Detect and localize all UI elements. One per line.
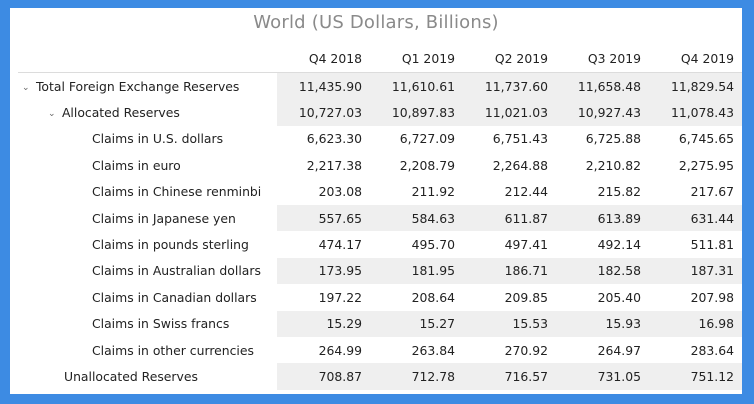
table-cell: 187.31 [648, 257, 742, 285]
table-cell: 495.70 [411, 237, 455, 253]
column-header: Q1 2019 [369, 44, 463, 73]
table-cell: 203.08 [318, 184, 362, 200]
table-cell: 11,435.90 [276, 72, 370, 100]
table-title: World (US Dollars, Billions) [253, 12, 499, 33]
table-cell: 181.95 [369, 257, 463, 285]
row-label: Claims in pounds sterling [92, 237, 249, 253]
table-row[interactable]: ⌄ Total Foreign Exchange Reserves 11,435… [18, 72, 742, 100]
table-row: Claims in pounds sterling 474.17 495.70 … [18, 231, 742, 257]
table-cell: 208.64 [411, 289, 455, 305]
column-header: Q3 2019 [555, 44, 649, 73]
table-row: Claims in Swiss francs 15.29 15.27 15.53… [18, 310, 742, 337]
row-label-text: Total Foreign Exchange Reserves [35, 78, 240, 94]
table-cell: 613.89 [555, 204, 649, 232]
table-cell: 15.27 [369, 310, 463, 337]
column-header: Q4 2018 [276, 44, 370, 73]
table-cell: 10,927.43 [555, 99, 649, 126]
table-panel: World (US Dollars, Billions) Q4 2018 Q1 … [10, 8, 742, 394]
table-cell: 209.85 [504, 289, 548, 305]
column-header: Q2 2019 [462, 44, 556, 73]
table-cell: 182.58 [555, 257, 649, 285]
table-cell: 15.53 [462, 310, 556, 337]
table-cell: 215.82 [597, 184, 641, 200]
chevron-down-icon[interactable]: ⌄ [48, 109, 56, 120]
row-label: Claims in Swiss francs [92, 316, 230, 332]
row-label: Claims in Chinese renminbi [92, 184, 262, 200]
table-row: Claims in Australian dollars 173.95 181.… [18, 257, 742, 285]
table-row: Claims in Canadian dollars 197.22 208.64… [18, 284, 742, 310]
table-cell: 6,727.09 [399, 131, 455, 147]
table-cell: 11,610.61 [369, 72, 463, 100]
table-cell: 264.99 [318, 342, 362, 358]
row-label: Claims in Canadian dollars [92, 289, 257, 305]
table-cell: 708.87 [276, 363, 370, 390]
table-cell: 2,210.82 [585, 157, 641, 173]
table-row: Unallocated Reserves 708.87 712.78 716.5… [18, 363, 742, 390]
table-cell: 197.22 [318, 289, 362, 305]
table-cell: 2,264.88 [492, 157, 548, 173]
table-cell: 731.05 [555, 363, 649, 390]
table-cell: 11,829.54 [648, 72, 742, 100]
table-cell: 6,745.65 [678, 131, 734, 147]
table-cell: 263.84 [411, 342, 455, 358]
column-header: Q4 2019 [648, 44, 742, 73]
table-cell: 186.71 [462, 257, 556, 285]
header-row: Q4 2018 Q1 2019 Q2 2019 Q3 2019 Q4 2019 [18, 44, 742, 73]
table-cell: 492.14 [597, 237, 641, 253]
table-row: Claims in other currencies 264.99 263.84… [18, 337, 742, 363]
table-cell: 173.95 [276, 257, 370, 285]
table-cell: 11,021.03 [462, 99, 556, 126]
table-cell: 6,623.30 [306, 131, 362, 147]
table-cell: 10,727.03 [276, 99, 370, 126]
table-cell: 751.12 [648, 363, 742, 390]
row-label: Claims in Australian dollars [92, 263, 261, 279]
table-cell: 11,737.60 [462, 72, 556, 100]
row-label: Claims in other currencies [92, 342, 254, 358]
table-cell: 584.63 [369, 204, 463, 232]
table-cell: 611.87 [462, 204, 556, 232]
table-cell: 497.41 [504, 237, 548, 253]
table-cell: 212.44 [504, 184, 548, 200]
row-label[interactable]: ⌄ Allocated Reserves [18, 99, 277, 125]
table-cell: 712.78 [369, 363, 463, 390]
table-cell: 11,078.43 [648, 99, 742, 126]
table-cell: 264.97 [597, 342, 641, 358]
table-cell: 6,751.43 [492, 131, 548, 147]
table-cell: 15.93 [555, 310, 649, 337]
header-label-cell [18, 44, 277, 73]
table-cell: 270.92 [504, 342, 548, 358]
row-label: Claims in euro [92, 157, 181, 173]
table-cell: 631.44 [648, 204, 742, 232]
table-cell: 283.64 [690, 342, 734, 358]
chevron-down-icon[interactable]: ⌄ [22, 82, 30, 93]
table-cell: 205.40 [597, 289, 641, 305]
reserves-table: Q4 2018 Q1 2019 Q2 2019 Q3 2019 Q4 2019 … [18, 44, 742, 390]
table-cell: 716.57 [462, 363, 556, 390]
row-label: Claims in U.S. dollars [92, 131, 224, 147]
table-row[interactable]: ⌄ Allocated Reserves 10,727.03 10,897.83… [18, 99, 742, 126]
table-row: Claims in U.S. dollars 6,623.30 6,727.09… [18, 126, 742, 152]
table-cell: 211.92 [411, 184, 455, 200]
table-cell: 207.98 [690, 289, 734, 305]
row-label[interactable]: ⌄ Total Foreign Exchange Reserves [18, 73, 277, 100]
table-cell: 474.17 [318, 237, 362, 253]
row-label: Unallocated Reserves [64, 368, 198, 384]
table-row: Claims in Japanese yen 557.65 584.63 611… [18, 204, 742, 232]
row-label-text: Allocated Reserves [61, 105, 180, 121]
table-cell: 217.67 [690, 184, 734, 200]
row-label: Claims in Japanese yen [92, 210, 236, 226]
table-cell: 2,275.95 [678, 157, 734, 173]
table-cell: 15.29 [276, 310, 370, 337]
table-cell: 16.98 [648, 310, 742, 337]
table-cell: 10,897.83 [369, 99, 463, 126]
table-cell: 6,725.88 [585, 131, 641, 147]
table-cell: 2,208.79 [399, 157, 455, 173]
table-cell: 557.65 [276, 204, 370, 232]
table-cell: 11,658.48 [555, 72, 649, 100]
table-cell: 2,217.38 [306, 157, 362, 173]
table-cell: 511.81 [690, 237, 734, 253]
table-row: Claims in euro 2,217.38 2,208.79 2,264.8… [18, 152, 742, 178]
table-row: Claims in Chinese renminbi 203.08 211.92… [18, 179, 742, 205]
